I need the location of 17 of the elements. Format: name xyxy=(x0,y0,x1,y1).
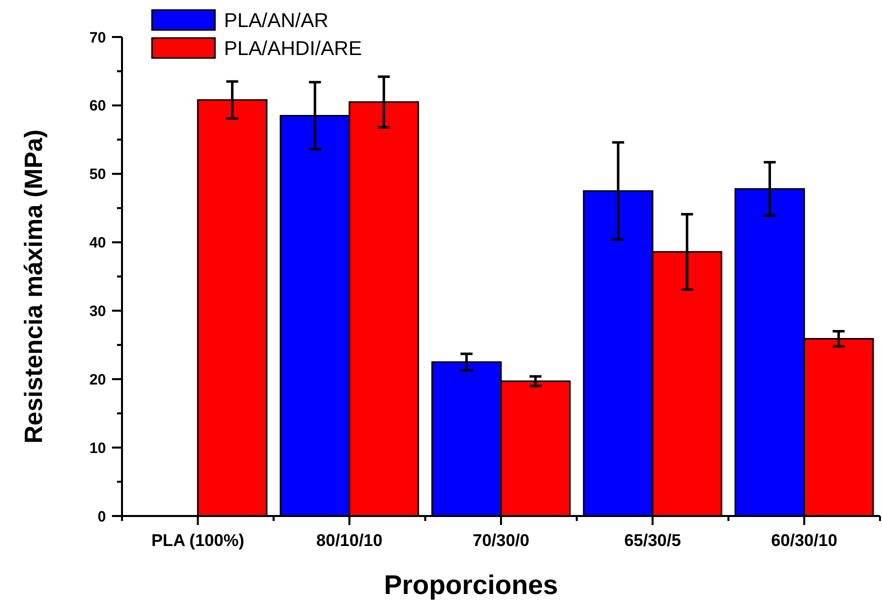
legend-label: PLA/AHDI/ARE xyxy=(224,38,362,60)
y-tick-label: 20 xyxy=(89,371,106,388)
x-tick-label: PLA (100%) xyxy=(151,531,244,550)
y-tick-label: 70 xyxy=(89,29,106,46)
legend-label: PLA/AN/AR xyxy=(224,10,328,32)
x-tick-label: 60/30/10 xyxy=(771,531,838,550)
y-tick-label: 10 xyxy=(89,440,106,457)
x-tick-label: 70/30/0 xyxy=(472,531,530,550)
y-tick-label: 0 xyxy=(98,508,106,526)
y-tick-label: 40 xyxy=(89,234,106,252)
x-tick-label: 65/30/5 xyxy=(624,531,681,550)
y-tick-label: 60 xyxy=(89,98,106,115)
y-tick-label: 30 xyxy=(89,302,106,320)
x-tick-label: 80/10/10 xyxy=(316,531,382,550)
y-axis-title: Resistencia máxima (MPa) xyxy=(20,129,48,444)
y-tick-label: 50 xyxy=(89,166,106,184)
x-axis-title: Proporciones xyxy=(384,570,558,600)
